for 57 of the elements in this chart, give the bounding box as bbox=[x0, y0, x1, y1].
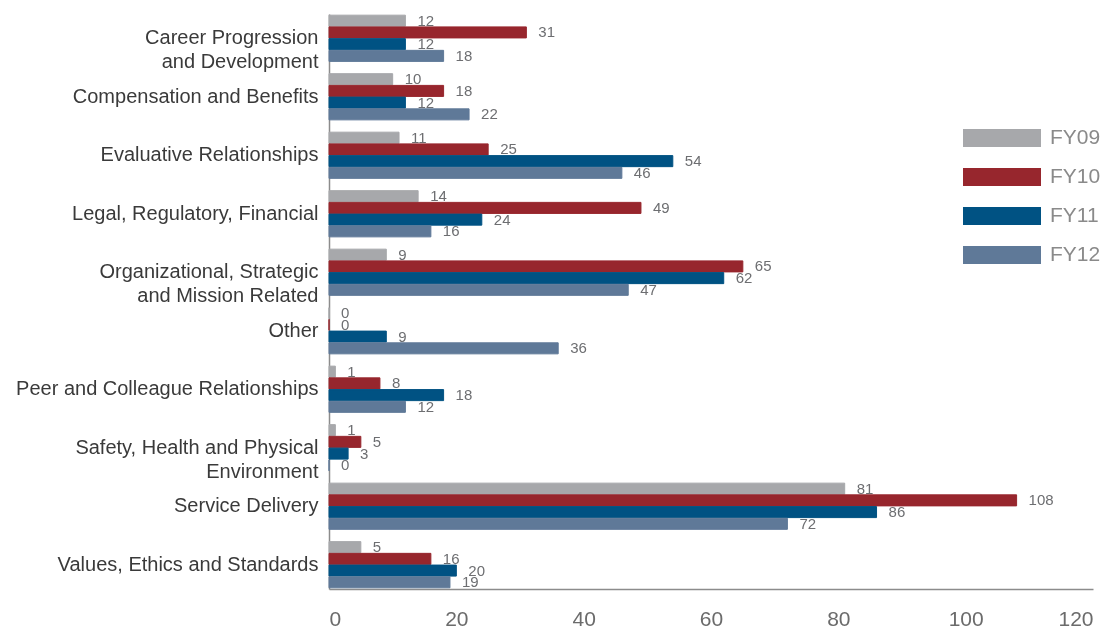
data-label: 25 bbox=[500, 140, 517, 158]
data-label: 10 bbox=[404, 70, 422, 88]
x-tick-label: 0 bbox=[329, 606, 342, 627]
data-label: 5 bbox=[372, 432, 382, 450]
data-label: 22 bbox=[481, 105, 498, 123]
data-label: 9 bbox=[398, 327, 407, 345]
y-tick-label: Career Progression and Development bbox=[145, 26, 319, 73]
data-label: 62 bbox=[735, 269, 753, 287]
data-label: 18 bbox=[455, 386, 473, 404]
x-tick-label: 80 bbox=[827, 606, 851, 627]
data-label: 108 bbox=[1028, 491, 1054, 509]
data-label: 81 bbox=[856, 479, 874, 497]
legend-label: FY10 bbox=[1050, 164, 1101, 187]
x-tick-label: 60 bbox=[699, 606, 724, 627]
data-label: 18 bbox=[455, 46, 473, 64]
data-label: 11 bbox=[411, 128, 427, 146]
y-tick-label: Values, Ethics and Standards bbox=[57, 552, 319, 575]
data-label: 16 bbox=[442, 222, 460, 240]
data-label: 0 bbox=[341, 456, 350, 474]
y-tick-label: Evaluative Relationships bbox=[100, 143, 319, 166]
data-label: 47 bbox=[640, 280, 657, 298]
data-label: 8 bbox=[391, 374, 401, 392]
data-label: 72 bbox=[799, 514, 817, 532]
data-label: 49 bbox=[652, 198, 670, 216]
data-label: 36 bbox=[570, 339, 587, 357]
data-label: 24 bbox=[493, 210, 511, 228]
data-label: 16 bbox=[442, 549, 460, 567]
data-label: 14 bbox=[430, 187, 447, 205]
y-tick-label: Organizational, Strategic and Mission Related bbox=[99, 260, 319, 307]
legend-label: FY11 bbox=[1050, 203, 1099, 226]
data-label: 31 bbox=[538, 23, 556, 41]
x-tick-label: 40 bbox=[572, 606, 596, 627]
data-label: 65 bbox=[754, 257, 772, 275]
y-tick-label: Service Delivery bbox=[174, 494, 319, 517]
data-label: 86 bbox=[888, 503, 906, 521]
y-tick-label: Legal, Regulatory, Financial bbox=[72, 201, 319, 224]
legend-label: FY12 bbox=[1050, 242, 1101, 265]
x-tick-label: 120 bbox=[1058, 606, 1094, 627]
data-label: 1 bbox=[347, 362, 356, 380]
data-label: 54 bbox=[684, 152, 702, 170]
legend-label: FY09 bbox=[1050, 125, 1101, 148]
data-label: 12 bbox=[417, 11, 435, 29]
x-tick-label: 20 bbox=[445, 606, 469, 627]
data-label: 9 bbox=[398, 245, 407, 263]
data-label: 18 bbox=[455, 81, 473, 99]
y-tick-label: Safety, Health and Physical Environment bbox=[75, 435, 319, 482]
data-label: 5 bbox=[372, 538, 382, 556]
data-label: 46 bbox=[633, 163, 651, 181]
data-label: 1 bbox=[347, 421, 356, 439]
y-tick-label: Other bbox=[268, 318, 319, 341]
data-label: 3 bbox=[360, 444, 369, 462]
data-label: 12 bbox=[417, 397, 435, 415]
data-label: 12 bbox=[417, 93, 435, 111]
y-tick-label: Peer and Colleague Relationships bbox=[16, 377, 319, 400]
x-tick-label: 100 bbox=[948, 606, 984, 627]
data-label: 12 bbox=[417, 35, 435, 53]
y-tick-label: Compensation and Benefits bbox=[72, 84, 319, 107]
